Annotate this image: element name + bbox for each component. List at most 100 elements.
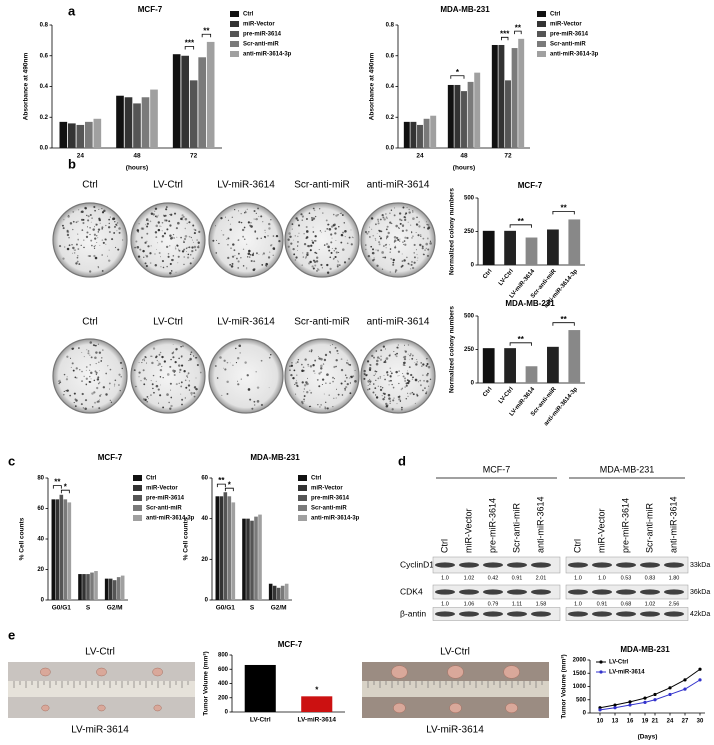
colony (401, 408, 403, 411)
colony (169, 234, 172, 237)
colony (182, 345, 184, 347)
colony (406, 372, 409, 375)
colony (314, 239, 317, 242)
colony (178, 382, 180, 384)
chart-title: MDA-MB-231 (505, 299, 555, 308)
colony (385, 247, 387, 249)
colony (83, 246, 85, 249)
colony (328, 249, 331, 252)
colony (101, 226, 104, 229)
colony (343, 222, 346, 224)
colony (426, 221, 428, 223)
colony (372, 248, 374, 251)
legend-swatch (298, 495, 307, 501)
colony (86, 226, 88, 228)
colony (146, 222, 149, 225)
colony (171, 258, 174, 262)
blot-band (616, 611, 636, 617)
colony (97, 376, 100, 379)
colony (406, 381, 410, 385)
colony (364, 230, 368, 234)
colony (303, 395, 306, 398)
colony (195, 249, 197, 251)
y-tick-label: 80 (37, 476, 44, 482)
colony (94, 256, 98, 260)
colony (242, 248, 245, 250)
colony (392, 258, 395, 262)
colony (114, 379, 117, 382)
colony (402, 225, 404, 228)
colony (97, 237, 99, 239)
colony (325, 382, 327, 385)
y-tick-label: 1000 (573, 684, 587, 690)
colony (192, 224, 195, 227)
colony (74, 376, 77, 379)
colony (320, 364, 323, 368)
bar (403, 121, 410, 148)
x-axis-label: (hours) (126, 165, 148, 172)
colony (146, 240, 148, 242)
colony (303, 398, 305, 401)
colony (238, 210, 240, 212)
colony (327, 223, 330, 226)
colony (194, 357, 197, 359)
colony (301, 381, 304, 384)
plate-label: Scr-anti-miR (294, 317, 350, 328)
colony (410, 260, 413, 263)
colony (253, 218, 255, 220)
colony (397, 375, 399, 377)
colony (398, 375, 400, 377)
colony (307, 363, 310, 366)
colony (295, 362, 297, 364)
colony (189, 357, 192, 361)
band-ratio: 1.11 (512, 601, 522, 607)
chart-title: MDA-MB-231 (620, 645, 670, 654)
y-tick-label: 2000 (573, 658, 587, 664)
colony (426, 357, 428, 360)
colony (145, 264, 148, 268)
colony (189, 253, 192, 256)
colony (263, 235, 266, 238)
tumor (447, 665, 464, 679)
y-axis-label: % Cell counts (19, 517, 26, 560)
point (628, 703, 632, 707)
colony (173, 371, 175, 374)
colony (174, 247, 177, 250)
colony (176, 236, 178, 238)
colony (416, 223, 418, 225)
colony (166, 228, 169, 231)
colony (414, 402, 416, 404)
colony (314, 359, 317, 362)
colony (422, 253, 425, 256)
colony (406, 256, 408, 259)
colony (160, 240, 163, 243)
colony (254, 211, 256, 212)
plate-label: LV-Ctrl (153, 180, 183, 191)
colony (407, 395, 409, 397)
colony (303, 388, 306, 390)
colony (110, 401, 113, 403)
colony (142, 369, 145, 372)
colony (398, 227, 400, 229)
bar (94, 571, 98, 600)
colony (264, 232, 266, 234)
colony (389, 271, 391, 273)
colony (393, 397, 395, 399)
colony (98, 208, 100, 210)
colony (151, 361, 154, 365)
colony (223, 359, 226, 362)
colony (162, 266, 164, 268)
significance-label: ** (203, 26, 210, 35)
bar (250, 520, 254, 600)
colony (66, 355, 69, 358)
colony (381, 251, 384, 254)
x-tick-label: 24 (667, 719, 674, 725)
band-ratio: 0.91 (597, 601, 608, 607)
colony (268, 222, 271, 226)
colony (227, 256, 230, 260)
colony (313, 260, 317, 264)
colony (66, 247, 70, 251)
colony (108, 259, 111, 262)
colony (175, 227, 178, 230)
colony (260, 359, 263, 362)
